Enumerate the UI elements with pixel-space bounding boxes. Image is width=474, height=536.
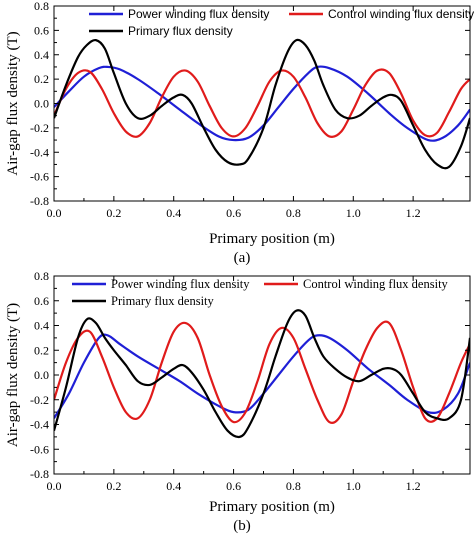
x-axis-label: Primary position (m) (209, 231, 335, 247)
x-tick-label: 0.6 (226, 479, 241, 493)
y-tick-label: -0.6 (30, 170, 49, 184)
legend: Power winding flux density Control windin… (72, 277, 449, 308)
chart-panel-b: 0.0 0.2 0.4 0.6 0.8 1.0 1.2 -0.8 -0.6 -0.4 -0.2 0.0… (5, 269, 471, 534)
legend-label-1: Power winding flux density (128, 7, 269, 21)
x-tick-label: 0.4 (166, 206, 181, 220)
y-tick-label: -0.2 (30, 121, 49, 135)
series-line-3 (54, 38, 470, 170)
y-tick-label: 0.6 (34, 294, 49, 308)
y-tick-label: 0.4 (34, 319, 49, 333)
y-tick-label: 0.0 (34, 368, 49, 382)
x-tick-label: 0.4 (166, 479, 181, 493)
y-tick-label: 0.2 (34, 72, 49, 86)
chart-panel-a: 0.0 0.2 0.4 0.6 0.8 1.0 1.2 -0.8 -0.6 -0.4 -0.2 0.0… (5, 0, 474, 266)
series-line-3 (54, 309, 470, 439)
legend-label-2: Control winding flux density (328, 7, 474, 21)
y-tick-label: -0.8 (30, 467, 49, 481)
y-tick-label: 0.4 (34, 48, 49, 62)
panel-caption: (a) (234, 250, 251, 266)
x-tick-label: 0.6 (226, 206, 241, 220)
y-tick-label: 0.2 (34, 343, 49, 357)
series-line-2 (54, 320, 470, 424)
y-tick-label: 0.8 (34, 269, 49, 283)
y-tick-label: 0.0 (34, 97, 49, 111)
x-tick-label: 0.8 (286, 479, 301, 493)
series-group (54, 309, 470, 439)
legend-label-2: Control winding flux density (303, 277, 449, 291)
y-tick-label: 0.8 (34, 0, 49, 13)
y-tick-label: -0.8 (30, 194, 49, 208)
x-tick-label: 1.2 (406, 206, 421, 220)
legend: Power winding flux density Control windin… (89, 7, 474, 38)
y-tick-label: 0.6 (34, 23, 49, 37)
x-tick-label: 0.0 (47, 206, 62, 220)
x-tick-label: 0.0 (47, 479, 62, 493)
y-tick-label: -0.6 (30, 442, 49, 456)
y-tick-label: -0.2 (30, 393, 49, 407)
plot-frame (53, 5, 471, 202)
x-tick-label: 0.2 (106, 479, 121, 493)
legend-label-1: Power winding flux density (111, 277, 250, 291)
legend-label-3: Primary flux density (111, 294, 215, 308)
x-tick-label: 0.8 (286, 206, 301, 220)
series-line-1 (54, 333, 470, 419)
panel-caption: (b) (233, 518, 251, 534)
x-tick-label: 1.0 (346, 206, 361, 220)
series-group (54, 38, 470, 170)
y-axis-label: Air-gap flux density (T) (5, 303, 21, 447)
legend-label-3: Primary flux density (128, 24, 233, 38)
series-line-2 (54, 68, 470, 138)
y-tick-label: -0.4 (30, 418, 49, 432)
x-tick-label: 1.2 (406, 479, 421, 493)
x-tick-label: 1.0 (346, 479, 361, 493)
x-tick-label: 0.2 (106, 206, 121, 220)
x-axis-label: Primary position (m) (209, 499, 335, 515)
y-axis-label: Air-gap flux density (T) (5, 31, 21, 175)
y-tick-label: -0.4 (30, 145, 49, 159)
